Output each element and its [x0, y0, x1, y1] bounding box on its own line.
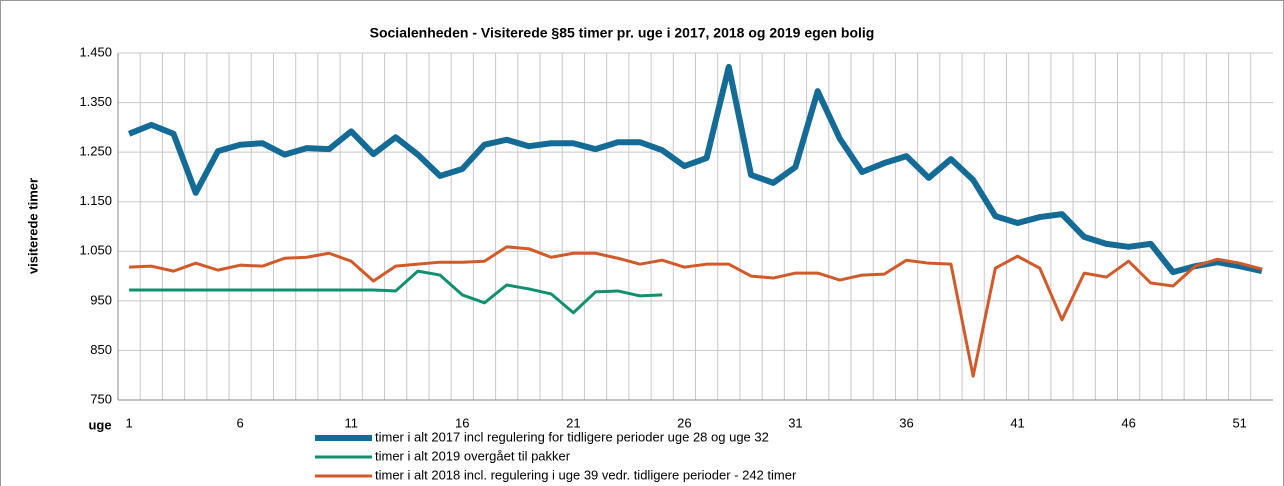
- y-tick-label: 1.450: [79, 44, 112, 59]
- legend-label: timer i alt 2018 incl. regulering i uge …: [375, 467, 797, 482]
- chart-title: Socialenheden - Visiterede §85 timer pr.…: [370, 25, 875, 41]
- y-tick-label: 1.350: [79, 94, 112, 109]
- y-tick-label: 750: [90, 391, 112, 406]
- x-tick-label: 26: [677, 415, 691, 430]
- legend-label: timer i alt 2017 incl regulering for tid…: [375, 429, 769, 444]
- y-tick-label: 1.050: [79, 243, 112, 258]
- x-axis-label: uge: [88, 417, 111, 432]
- x-tick-label: 16: [455, 415, 469, 430]
- x-tick-label: 31: [788, 415, 802, 430]
- x-tick-label: 41: [1010, 415, 1024, 430]
- y-axis-label: visiterede timer: [25, 178, 40, 274]
- series-line: [129, 269, 663, 315]
- legend-label: timer i alt 2019 overgået til pakker: [375, 448, 571, 463]
- x-tick-label: 1: [125, 415, 132, 430]
- y-tick-label: 850: [90, 342, 112, 357]
- y-tick-label: 1.250: [79, 144, 112, 159]
- x-tick-label: 46: [1121, 415, 1135, 430]
- y-tick-label: 1.150: [79, 193, 112, 208]
- x-tick-label: 21: [566, 415, 580, 430]
- series-line: [129, 245, 1263, 378]
- x-tick-label: 11: [344, 415, 358, 430]
- series-line: [127, 63, 1263, 276]
- y-tick-label: 950: [90, 292, 112, 307]
- x-tick-label: 36: [899, 415, 913, 430]
- x-tick-label: 6: [237, 415, 244, 430]
- x-tick-label: 51: [1232, 415, 1246, 430]
